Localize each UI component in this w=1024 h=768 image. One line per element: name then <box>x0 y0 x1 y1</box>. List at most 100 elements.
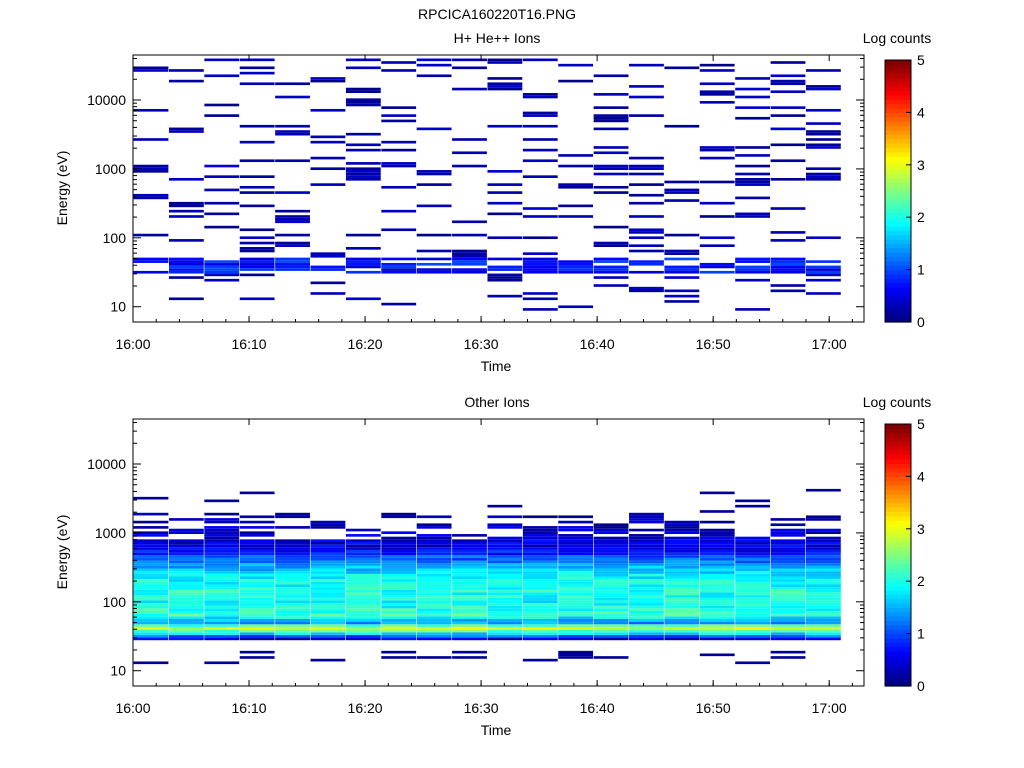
colorbar-segment <box>885 480 911 486</box>
heatmap-cell <box>204 539 240 542</box>
heatmap-cell <box>735 571 771 574</box>
heatmap-cell <box>487 236 523 240</box>
heatmap-cell <box>699 90 735 94</box>
heatmap-cell <box>204 278 240 282</box>
heatmap-cell <box>487 563 523 566</box>
heatmap-cell <box>629 164 664 168</box>
heatmap-cell <box>735 154 771 157</box>
heatmap-cell <box>629 547 664 550</box>
heatmap-cell <box>699 560 735 564</box>
heatmap-cell <box>805 531 841 535</box>
heatmap-cell <box>735 549 771 553</box>
heatmap-cell <box>593 241 629 245</box>
heatmap-cell <box>133 196 169 200</box>
heatmap-cell <box>416 204 452 208</box>
colorbar-title: Log counts <box>863 394 932 410</box>
heatmap-cell <box>805 87 841 91</box>
heatmap-cell <box>699 595 735 598</box>
heatmap-cell <box>664 552 700 556</box>
colorbar-segment <box>885 467 911 473</box>
heatmap-cell <box>133 193 169 197</box>
heatmap-cell <box>629 270 664 274</box>
heatmap-cell <box>735 584 771 588</box>
heatmap-cell <box>522 595 558 598</box>
heatmap-cell <box>735 95 771 99</box>
heatmap-cell <box>416 603 452 606</box>
heatmap-cell <box>664 124 700 128</box>
heatmap-cell <box>522 608 558 612</box>
heatmap-cell <box>381 605 417 609</box>
heatmap-cell <box>381 581 417 585</box>
heatmap-cell <box>522 111 558 115</box>
heatmap-cell <box>558 547 594 550</box>
heatmap-cell <box>629 616 664 619</box>
heatmap-cell <box>310 557 346 561</box>
heatmap-cell <box>805 69 841 72</box>
heatmap-cell <box>239 656 275 659</box>
heatmap-cell <box>487 523 523 527</box>
heatmap-cell <box>168 579 204 582</box>
colorbar-segment <box>885 502 911 508</box>
heatmap-cell <box>522 95 558 99</box>
heatmap-cell <box>629 597 664 601</box>
heatmap-cell <box>345 552 381 556</box>
heatmap-cell <box>239 573 275 577</box>
heatmap-cell <box>452 549 487 553</box>
heatmap-cell <box>770 632 806 635</box>
heatmap-cell <box>522 584 558 588</box>
heatmap-cell <box>664 536 700 540</box>
heatmap-cell <box>310 616 346 619</box>
heatmap-cell <box>275 547 310 550</box>
heatmap-cell <box>629 568 664 572</box>
heatmap-cell <box>805 581 841 585</box>
heatmap-cell <box>204 270 240 274</box>
heatmap-cell <box>770 592 806 596</box>
heatmap-cell <box>310 573 346 577</box>
heatmap-cell <box>381 616 417 619</box>
heatmap-cell <box>558 653 594 657</box>
heatmap-cell <box>381 265 417 269</box>
colorbar-segment <box>885 142 911 148</box>
heatmap-cell <box>487 595 523 598</box>
heatmap-cell <box>345 626 381 630</box>
heatmap-cell <box>699 589 735 593</box>
heatmap-cell <box>629 605 664 609</box>
heatmap-cell <box>805 260 841 263</box>
heatmap-cell <box>310 560 346 564</box>
heatmap-cell <box>522 613 558 617</box>
heatmap-cell <box>699 597 735 601</box>
heatmap-cell <box>275 563 310 566</box>
heatmap-cell <box>699 544 735 548</box>
heatmap-cell <box>593 563 629 566</box>
heatmap-cell <box>204 589 240 593</box>
heatmap-cell <box>522 257 558 261</box>
colorbar-segment <box>885 568 911 574</box>
heatmap-cell <box>805 616 841 619</box>
heatmap-cell <box>629 573 664 577</box>
heatmap-cell <box>416 541 452 545</box>
heatmap-cell <box>416 534 452 537</box>
heatmap-cell <box>593 587 629 590</box>
colorbar-segment <box>885 463 911 469</box>
heatmap-cell <box>168 539 204 542</box>
heatmap-cell <box>239 584 275 588</box>
heatmap-cell <box>452 568 487 572</box>
heatmap-cell <box>664 257 700 261</box>
colorbar-segment <box>885 472 911 477</box>
heatmap-cell <box>275 552 310 556</box>
heatmap-cell <box>593 114 629 117</box>
heatmap-cell <box>487 87 523 91</box>
heatmap-cell <box>168 626 204 630</box>
heatmap-cell <box>310 520 346 524</box>
heatmap-cell <box>168 265 204 269</box>
heatmap-cell <box>168 268 204 271</box>
colorbar-segment <box>885 620 911 626</box>
heatmap-cell <box>345 568 381 572</box>
heatmap-cell <box>699 634 735 638</box>
heatmap-cell <box>770 270 806 274</box>
heatmap-cell <box>558 541 594 545</box>
heatmap-cell <box>629 600 664 604</box>
heatmap-cell <box>381 536 417 540</box>
heatmap-cell <box>558 215 594 218</box>
